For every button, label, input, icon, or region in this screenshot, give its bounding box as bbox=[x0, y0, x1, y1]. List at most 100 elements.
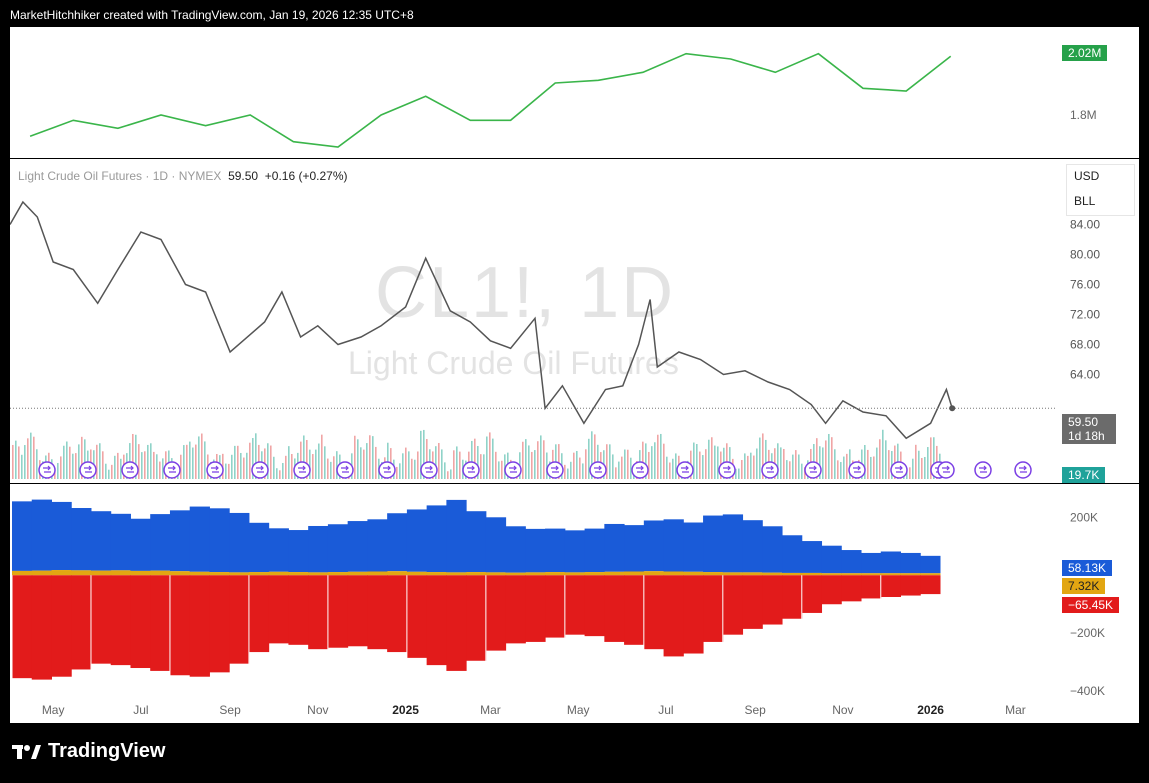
volume-bar bbox=[711, 437, 713, 479]
positions-orange-bar bbox=[90, 570, 112, 576]
positions-blue-bar bbox=[12, 501, 33, 571]
pane-separator[interactable] bbox=[10, 483, 1139, 484]
orange-series-tag: 7.32K bbox=[1062, 578, 1106, 594]
chart-legend[interactable]: Light Crude Oil Futures · 1D · NYMEX 59.… bbox=[18, 169, 348, 183]
volume-bar bbox=[357, 439, 359, 479]
volume-bar bbox=[669, 462, 671, 479]
volume-bar bbox=[531, 451, 533, 479]
positions-orange-bar bbox=[782, 572, 803, 576]
pane-separator[interactable] bbox=[10, 158, 1139, 159]
positions-orange-bar bbox=[643, 571, 665, 576]
volume-bar bbox=[273, 456, 275, 479]
volume-bar bbox=[414, 459, 416, 479]
positions-orange-bar bbox=[722, 572, 744, 576]
volume-bar bbox=[306, 440, 308, 479]
volume-bar bbox=[621, 456, 623, 479]
positions-orange-bar bbox=[71, 570, 92, 576]
volume-bar bbox=[15, 440, 17, 479]
rollover-icon bbox=[79, 461, 97, 479]
chart-credit: MarketHitchhiker created with TradingVie… bbox=[10, 8, 414, 22]
positions-red-bar bbox=[900, 575, 921, 596]
tradingview-brand[interactable]: TradingView bbox=[12, 740, 165, 763]
positions-blue-bar bbox=[466, 511, 487, 573]
volume-bar bbox=[33, 436, 35, 479]
volume-bar bbox=[198, 436, 200, 479]
volume-bar bbox=[330, 461, 332, 479]
positions-red-bar bbox=[920, 575, 941, 595]
volume-bar bbox=[240, 452, 242, 479]
volume-bar bbox=[84, 439, 86, 479]
x-axis-tick: May bbox=[567, 703, 590, 717]
positions-orange-bar bbox=[229, 572, 250, 576]
positions-red-bar bbox=[643, 575, 665, 650]
volume-bar bbox=[270, 445, 272, 479]
rollover-arrow-icon bbox=[766, 465, 774, 473]
volume-bar bbox=[606, 444, 608, 479]
rollover-arrow-icon bbox=[467, 465, 475, 473]
positions-blue-bar bbox=[90, 511, 112, 571]
volume-bar bbox=[99, 443, 101, 479]
positions-blue-bar bbox=[742, 520, 763, 573]
positions-red-bar bbox=[703, 575, 724, 642]
volume-bar bbox=[195, 444, 197, 479]
volume-bar bbox=[69, 446, 71, 479]
positions-orange-bar bbox=[12, 570, 33, 576]
positions-orange-bar bbox=[604, 571, 625, 576]
positions-orange-bar bbox=[801, 572, 823, 576]
positions-orange-bar bbox=[288, 572, 309, 576]
volume-bar bbox=[798, 454, 800, 479]
price-y-tick: 80.00 bbox=[1070, 248, 1100, 262]
positions-orange-bar bbox=[762, 572, 783, 576]
volume-bar bbox=[144, 451, 146, 479]
volume-bar bbox=[333, 456, 335, 479]
positions-orange-bar bbox=[406, 571, 428, 576]
volume-bar bbox=[102, 451, 104, 479]
positions-blue-bar bbox=[722, 514, 744, 573]
positions-blue-bar bbox=[545, 528, 566, 573]
positions-red-bar bbox=[782, 575, 803, 619]
volume-bar bbox=[651, 446, 653, 479]
volume-bar bbox=[453, 450, 455, 479]
volume-tag: 19.7K bbox=[1062, 467, 1106, 483]
volume-bar bbox=[696, 444, 698, 479]
chart-frame[interactable]: CL1!, 1D Light Crude Oil Futures 1.8M 56… bbox=[10, 27, 1139, 723]
volume-bar bbox=[879, 439, 881, 479]
rollover-arrow-icon bbox=[895, 465, 903, 473]
volume-bar bbox=[315, 449, 317, 479]
volume-bar bbox=[927, 447, 929, 479]
rollover-icon bbox=[631, 461, 649, 479]
volume-bar bbox=[249, 442, 251, 479]
volume-bar bbox=[105, 463, 107, 479]
rollover-arrow-icon bbox=[298, 465, 306, 473]
positions-orange-bar bbox=[624, 571, 645, 576]
volume-bar bbox=[663, 443, 665, 479]
volume-bar bbox=[396, 466, 398, 479]
unit-label[interactable]: BLL bbox=[1074, 194, 1096, 208]
volume-bar bbox=[78, 444, 80, 479]
positions-orange-bar bbox=[248, 572, 270, 576]
volume-bar bbox=[570, 461, 572, 479]
rollover-arrow-icon bbox=[551, 465, 559, 473]
last-price-dot bbox=[949, 405, 956, 412]
positions-red-bar bbox=[683, 575, 704, 654]
volume-bar bbox=[618, 461, 620, 479]
positions-orange-bar bbox=[545, 572, 566, 576]
volume-bar bbox=[360, 447, 362, 479]
currency-unit-menu[interactable]: USD BLL bbox=[1066, 164, 1135, 216]
currency-label[interactable]: USD bbox=[1074, 169, 1100, 183]
chart-svg[interactable]: 1.8M 56.0064.0068.0072.0076.0080.0084.00… bbox=[10, 27, 1139, 723]
positions-orange-bar bbox=[742, 572, 763, 576]
volume-bar bbox=[909, 467, 911, 479]
x-axis-tick: Sep bbox=[744, 703, 766, 717]
volume-bar bbox=[135, 434, 137, 479]
x-axis-tick: 2026 bbox=[917, 703, 944, 717]
volume-bar bbox=[279, 470, 281, 479]
rollover-icons bbox=[38, 461, 1032, 479]
rollover-icon bbox=[1014, 461, 1032, 479]
volume-bar bbox=[156, 454, 158, 479]
positions-red-bar bbox=[564, 575, 586, 635]
positions-red-bar bbox=[841, 575, 862, 602]
positions-red-bar bbox=[545, 575, 566, 638]
volume-bar bbox=[477, 445, 479, 479]
positions-blue-bar bbox=[782, 535, 803, 573]
